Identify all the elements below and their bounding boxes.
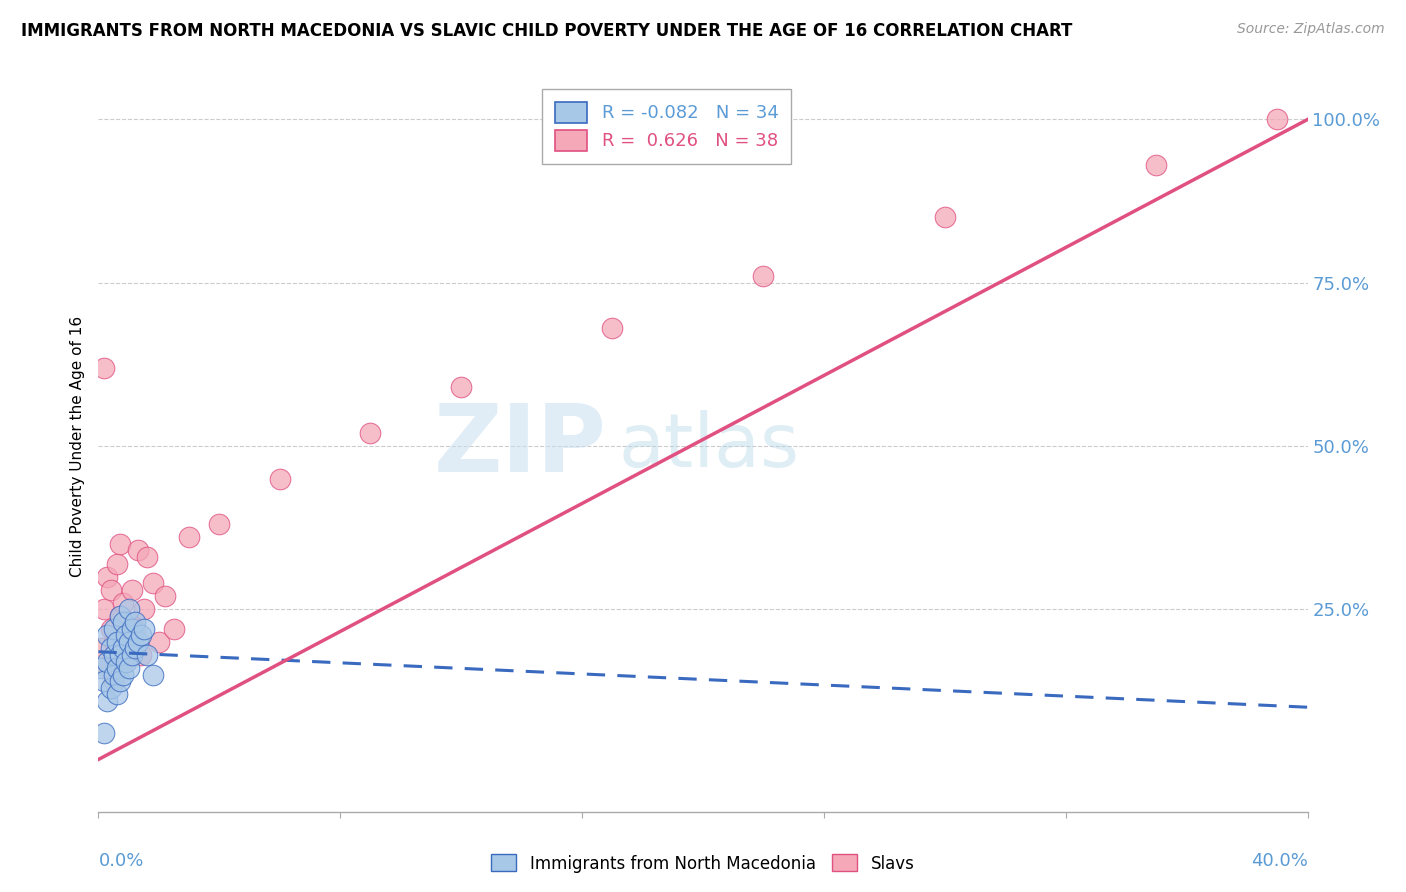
Legend: Immigrants from North Macedonia, Slavs: Immigrants from North Macedonia, Slavs	[485, 847, 921, 880]
Point	[129, 628, 152, 642]
Point	[105, 661, 128, 675]
Point	[90, 641, 112, 656]
Text: IMMIGRANTS FROM NORTH MACEDONIA VS SLAVIC CHILD POVERTY UNDER THE AGE OF 16 CORR: IMMIGRANTS FROM NORTH MACEDONIA VS SLAVI…	[21, 22, 1073, 40]
Point	[124, 615, 146, 630]
Point	[132, 602, 155, 616]
Point	[108, 608, 131, 623]
Point	[90, 661, 112, 675]
Point	[96, 655, 118, 669]
Point	[135, 549, 157, 564]
Point	[118, 661, 141, 675]
Point	[96, 628, 118, 642]
Point	[269, 472, 291, 486]
Text: Source: ZipAtlas.com: Source: ZipAtlas.com	[1237, 22, 1385, 37]
Point	[103, 667, 125, 681]
Point	[111, 655, 134, 669]
Point	[96, 569, 118, 583]
Point	[208, 517, 231, 532]
Point	[108, 537, 131, 551]
Text: ZIP: ZIP	[433, 400, 606, 492]
Point	[103, 622, 125, 636]
Point	[100, 582, 122, 597]
Point	[100, 681, 122, 695]
Point	[163, 622, 186, 636]
Point	[360, 425, 382, 440]
Point	[118, 615, 141, 630]
Point	[1267, 112, 1289, 127]
Point	[105, 635, 128, 649]
Point	[142, 576, 165, 591]
Point	[93, 726, 115, 740]
Point	[105, 557, 128, 571]
Point	[105, 687, 128, 701]
Point	[114, 655, 136, 669]
Point	[124, 622, 146, 636]
Point	[179, 530, 201, 544]
Point	[103, 635, 125, 649]
Text: 0.0%: 0.0%	[98, 852, 143, 870]
Point	[111, 596, 134, 610]
Point	[118, 602, 141, 616]
Point	[118, 641, 141, 656]
Point	[752, 269, 775, 284]
Text: 40.0%: 40.0%	[1251, 852, 1308, 870]
Point	[129, 648, 152, 662]
Point	[100, 622, 122, 636]
Point	[114, 628, 136, 642]
Point	[450, 380, 472, 394]
Point	[108, 608, 131, 623]
Point	[1144, 158, 1167, 172]
Point	[111, 615, 134, 630]
Point	[96, 694, 118, 708]
Text: atlas: atlas	[619, 409, 800, 483]
Point	[103, 674, 125, 689]
Point	[148, 635, 170, 649]
Point	[135, 648, 157, 662]
Point	[108, 674, 131, 689]
Legend: R = -0.082   N = 34, R =  0.626   N = 38: R = -0.082 N = 34, R = 0.626 N = 38	[543, 89, 792, 163]
Point	[93, 674, 115, 689]
Point	[93, 360, 115, 375]
Point	[142, 667, 165, 681]
Point	[934, 211, 956, 225]
Point	[124, 641, 146, 656]
Point	[127, 635, 149, 649]
Point	[127, 543, 149, 558]
Point	[153, 589, 176, 603]
Point	[132, 622, 155, 636]
Point	[114, 628, 136, 642]
Point	[105, 648, 128, 662]
Point	[93, 602, 115, 616]
Point	[118, 635, 141, 649]
Point	[108, 648, 131, 662]
Point	[602, 321, 624, 335]
Point	[121, 622, 143, 636]
Point	[111, 667, 134, 681]
Point	[121, 648, 143, 662]
Point	[100, 641, 122, 656]
Y-axis label: Child Poverty Under the Age of 16: Child Poverty Under the Age of 16	[69, 316, 84, 576]
Point	[111, 641, 134, 656]
Point	[96, 661, 118, 675]
Point	[103, 648, 125, 662]
Point	[121, 582, 143, 597]
